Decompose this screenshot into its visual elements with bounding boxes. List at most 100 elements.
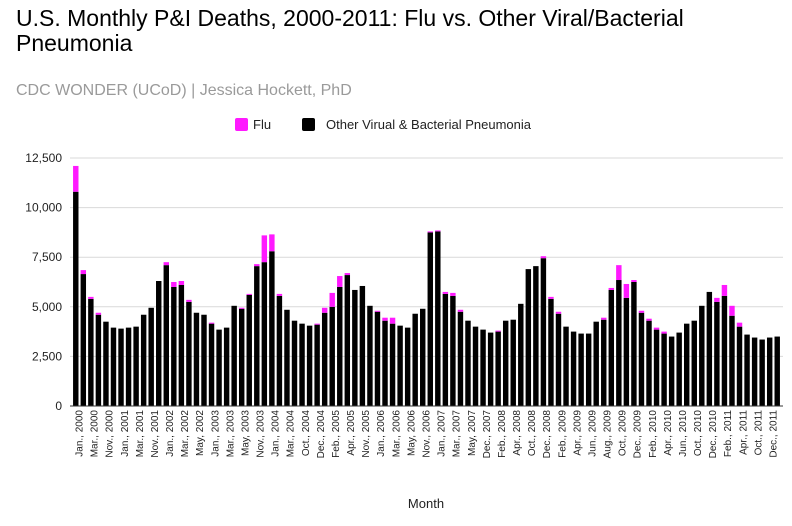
bar-flu bbox=[73, 165, 79, 192]
bar-flu bbox=[721, 284, 728, 296]
bar-flu bbox=[714, 297, 720, 302]
y-tick-label: 10,000 bbox=[25, 201, 62, 215]
x-tick-label: Oct., 2009 bbox=[618, 410, 629, 457]
x-tick-label: Jan., 2004 bbox=[271, 410, 282, 457]
x-tick-label: Nov., 2003 bbox=[256, 410, 267, 458]
x-tick-label: Jan., 2006 bbox=[376, 410, 387, 457]
bar-other-pneumonia bbox=[359, 285, 366, 406]
x-tick-label: Dec., 2007 bbox=[482, 410, 493, 459]
bar-other-pneumonia bbox=[668, 336, 675, 406]
bar-flu bbox=[616, 265, 622, 281]
legend-label-flu: Flu bbox=[253, 117, 271, 132]
bar-other-pneumonia bbox=[118, 328, 124, 406]
x-tick-label: Nov., 2001 bbox=[150, 410, 161, 458]
bar-flu bbox=[337, 276, 343, 287]
chart-subtitle: CDC WONDER (UCoD) | Jessica Hockett, PhD bbox=[16, 82, 352, 99]
bar-other-pneumonia bbox=[487, 332, 494, 406]
chart-title: U.S. Monthly P&I Deaths, 2000-2011: Flu … bbox=[16, 5, 684, 56]
bar-other-pneumonia bbox=[563, 326, 569, 406]
x-tick-label: Feb., 2010 bbox=[648, 410, 659, 458]
x-tick-label: Apr., 2009 bbox=[572, 410, 583, 456]
bar-other-pneumonia bbox=[299, 323, 305, 406]
x-tick-label: Oct., 2004 bbox=[301, 410, 312, 457]
x-tick-label: Aug., 2009 bbox=[603, 410, 614, 459]
bar-other-pneumonia bbox=[510, 319, 516, 406]
bar-other-pneumonia bbox=[276, 295, 283, 406]
bar-other-pneumonia bbox=[480, 329, 486, 406]
bar-other-pneumonia bbox=[721, 295, 728, 406]
bar-flu bbox=[623, 283, 630, 298]
bar-flu bbox=[555, 311, 562, 314]
bar-other-pneumonia bbox=[744, 334, 750, 406]
bar-other-pneumonia bbox=[706, 291, 713, 406]
y-tick-label: 5,000 bbox=[32, 300, 62, 314]
bar-other-pneumonia bbox=[646, 320, 652, 406]
x-tick-label: Mar., 2002 bbox=[180, 410, 191, 458]
bar-flu bbox=[729, 305, 735, 316]
bar-flu bbox=[631, 280, 637, 282]
bar-other-pneumonia bbox=[201, 314, 207, 406]
legend-swatch-flu bbox=[235, 118, 248, 131]
bar-other-pneumonia bbox=[502, 320, 509, 406]
bar-flu bbox=[638, 310, 645, 313]
x-tick-label: Mar., 2003 bbox=[225, 410, 236, 458]
bar-other-pneumonia bbox=[638, 312, 645, 406]
bar-flu bbox=[95, 312, 102, 315]
bar-other-pneumonia bbox=[699, 305, 705, 406]
bar-other-pneumonia bbox=[193, 312, 200, 406]
x-tick-label: Dec., 2010 bbox=[708, 410, 719, 459]
bar-flu bbox=[374, 310, 381, 312]
x-tick-label: Jan., 2003 bbox=[210, 410, 221, 457]
bar-other-pneumonia bbox=[570, 331, 577, 406]
bar-other-pneumonia bbox=[616, 280, 622, 406]
bar-other-pneumonia bbox=[676, 332, 682, 406]
x-tick-label: Feb., 2008 bbox=[497, 410, 508, 458]
bar-other-pneumonia bbox=[133, 326, 139, 406]
x-tick-label: Jan., 2000 bbox=[75, 410, 86, 457]
bar-other-pneumonia bbox=[284, 309, 290, 406]
x-tick-label: Apr., 2011 bbox=[738, 410, 749, 455]
legend: Flu Other Virual & Bacterial Pneumonia bbox=[235, 117, 532, 132]
bar-other-pneumonia bbox=[548, 298, 554, 406]
x-tick-labels: Jan., 2000 Mar., 2000 Nov., 2000 Jan., 2001… bbox=[75, 410, 780, 459]
bar-flu bbox=[442, 291, 449, 294]
bar-other-pneumonia bbox=[759, 339, 765, 406]
bar-other-pneumonia bbox=[186, 301, 192, 406]
bar-other-pneumonia bbox=[254, 266, 260, 406]
bar-other-pneumonia bbox=[171, 286, 177, 406]
x-tick-label: Mar., 2004 bbox=[286, 410, 297, 458]
x-tick-label: Mar., 2006 bbox=[391, 410, 402, 458]
y-tick-label: 12,500 bbox=[25, 151, 62, 165]
bar-other-pneumonia bbox=[397, 325, 403, 406]
bar-other-pneumonia bbox=[344, 275, 351, 406]
bar-flu bbox=[208, 322, 215, 324]
bar-flu bbox=[171, 282, 177, 287]
bar-other-pneumonia bbox=[148, 307, 154, 406]
bar-other-pneumonia bbox=[110, 327, 117, 406]
bar-flu bbox=[540, 256, 547, 259]
x-tick-label: Apr., 2010 bbox=[663, 410, 674, 456]
bar-other-pneumonia bbox=[623, 297, 630, 406]
bar-other-pneumonia bbox=[691, 320, 697, 406]
bar-other-pneumonia bbox=[518, 303, 524, 406]
x-tick-label: Feb., 2005 bbox=[331, 410, 342, 458]
bar-other-pneumonia bbox=[238, 308, 245, 406]
bar-other-pneumonia bbox=[435, 231, 441, 406]
bar-other-pneumonia bbox=[608, 289, 615, 406]
bar-other-pneumonia bbox=[774, 336, 780, 406]
bar-flu bbox=[457, 309, 464, 312]
x-tick-label: Feb., 2011 bbox=[723, 410, 734, 458]
x-tick-label: Apr., 2005 bbox=[346, 410, 357, 456]
bar-flu bbox=[608, 287, 615, 290]
x-tick-label: Nov., 2006 bbox=[422, 410, 433, 458]
bar-flu bbox=[269, 234, 275, 252]
bar-other-pneumonia bbox=[766, 337, 773, 406]
bar-flu bbox=[495, 330, 501, 332]
x-tick-label: Jun., 2010 bbox=[678, 410, 689, 457]
bar-flu bbox=[427, 231, 433, 233]
x-tick-label: May, 2006 bbox=[406, 410, 417, 456]
x-tick-label: Oct., 2011 bbox=[753, 410, 764, 456]
x-tick-label: Nov., 2005 bbox=[361, 410, 372, 458]
x-tick-label: Dec., 2004 bbox=[316, 410, 327, 459]
bar-other-pneumonia bbox=[585, 333, 592, 406]
